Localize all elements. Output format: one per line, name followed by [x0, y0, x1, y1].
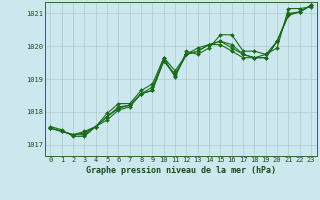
- X-axis label: Graphe pression niveau de la mer (hPa): Graphe pression niveau de la mer (hPa): [86, 166, 276, 175]
